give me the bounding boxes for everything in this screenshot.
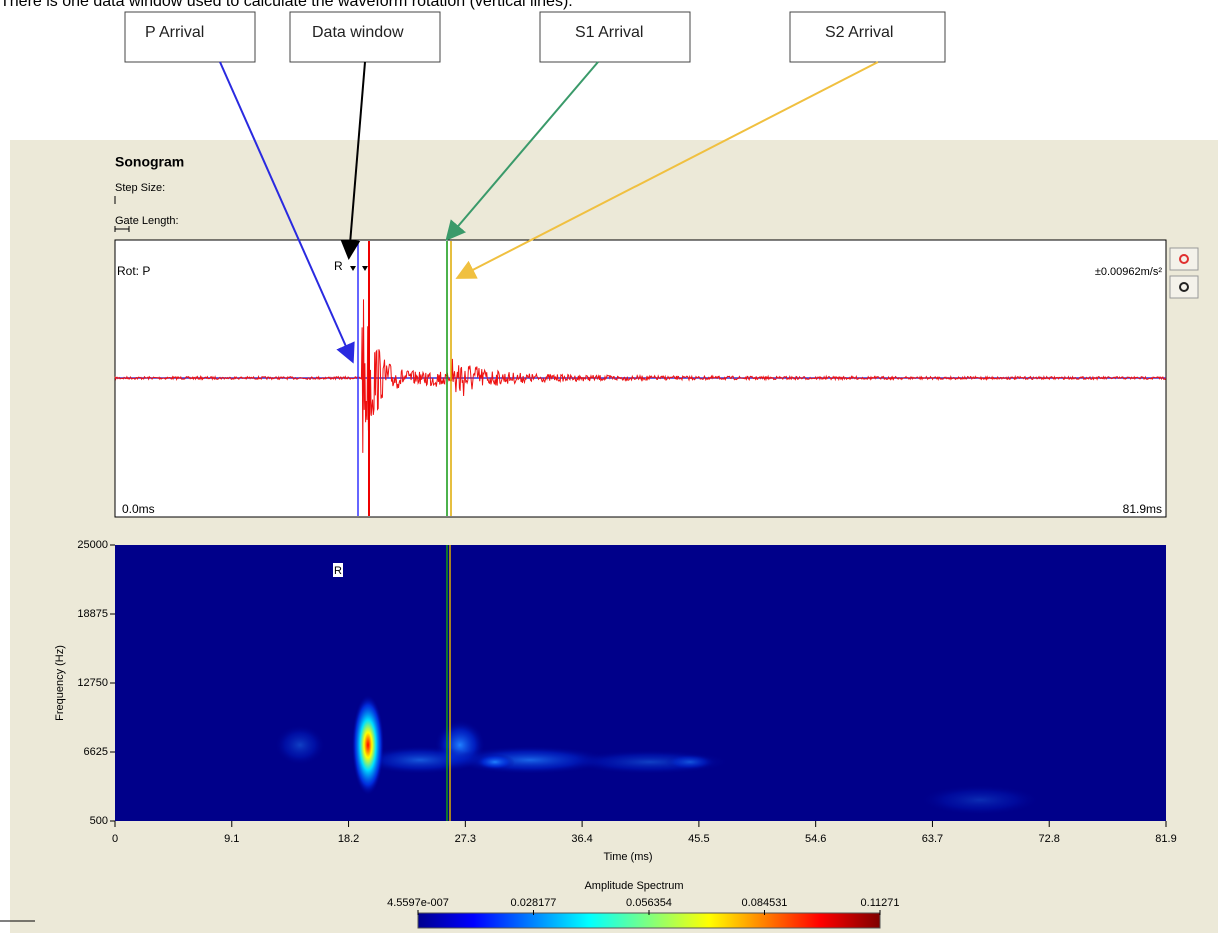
marker: R <box>334 259 343 273</box>
colorbar-tick-label: 0.11271 <box>861 897 900 909</box>
button[interactable] <box>1169 247 1199 271</box>
button[interactable] <box>1169 275 1199 299</box>
colorbar-tick-label: 4.5597e-007 <box>387 897 449 909</box>
sonogram-plot <box>115 545 1166 821</box>
callout-label: P Arrival <box>145 24 204 41</box>
sonogram-energy <box>275 695 1040 815</box>
marker: R <box>334 565 342 577</box>
y-axis-label: Frequency (Hz) <box>54 645 66 721</box>
marker-box <box>333 563 343 577</box>
arrow <box>340 61 366 260</box>
y-tick-label: 500 <box>90 815 108 827</box>
x-tick-label: 0 <box>112 833 118 845</box>
x-tick-label: 36.4 <box>571 833 592 845</box>
caption: There is one data window used to calcula… <box>0 0 573 10</box>
button-icon <box>1179 254 1189 264</box>
x-tick-label: 9.1 <box>224 833 239 845</box>
colorbar-tick-label: 0.056354 <box>626 897 672 909</box>
x-tick-label: 54.6 <box>805 833 826 845</box>
waveform-scale: ±0.00962m/s² <box>1095 266 1163 278</box>
panel-title: Sonogram <box>115 154 184 170</box>
callout-label: S2 Arrival <box>825 24 893 41</box>
button-icon <box>1179 282 1189 292</box>
x-tick-label: 45.5 <box>688 833 709 845</box>
callout-label: S1 Arrival <box>575 24 643 41</box>
waveform-label: Rot: P <box>117 264 150 278</box>
waveform-start: 0.0ms <box>122 502 155 516</box>
waveform-end: 81.9ms <box>1123 502 1162 516</box>
y-tick-label: 25000 <box>77 539 108 551</box>
x-tick-label: 18.2 <box>338 833 359 845</box>
callout-box <box>789 11 946 63</box>
arrow <box>219 61 355 364</box>
y-tick-label: 18875 <box>77 608 108 620</box>
waveform-trace <box>114 299 1167 453</box>
y-tick-label: 6625 <box>84 746 108 758</box>
x-tick-label: 63.7 <box>922 833 943 845</box>
colorbar-title: Amplitude Spectrum <box>584 880 683 892</box>
y-tick-label: 12750 <box>77 677 108 689</box>
x-axis-label: Time (ms) <box>603 851 652 863</box>
indicator <box>114 196 130 232</box>
callouts: P Arrival Data window S1 Arrival S2 Arri… <box>124 11 946 63</box>
callout-label: Data window <box>312 24 404 41</box>
callout-box <box>124 11 256 63</box>
colorbar <box>417 912 881 929</box>
callout-box <box>289 11 441 63</box>
colorbar-tick-label: 0.028177 <box>511 897 557 909</box>
window-marker <box>350 266 368 271</box>
gate-length: Gate Length: <box>115 215 179 227</box>
x-tick-label: 72.8 <box>1039 833 1060 845</box>
arrow <box>455 61 879 279</box>
x-tick-label: 27.3 <box>455 833 476 845</box>
x-tick-label: 81.9 <box>1155 833 1176 845</box>
step-size: Step Size: <box>115 182 165 194</box>
colorbar-tick-label: 0.084531 <box>742 897 788 909</box>
arrow <box>445 61 599 242</box>
callout-box <box>539 11 691 63</box>
